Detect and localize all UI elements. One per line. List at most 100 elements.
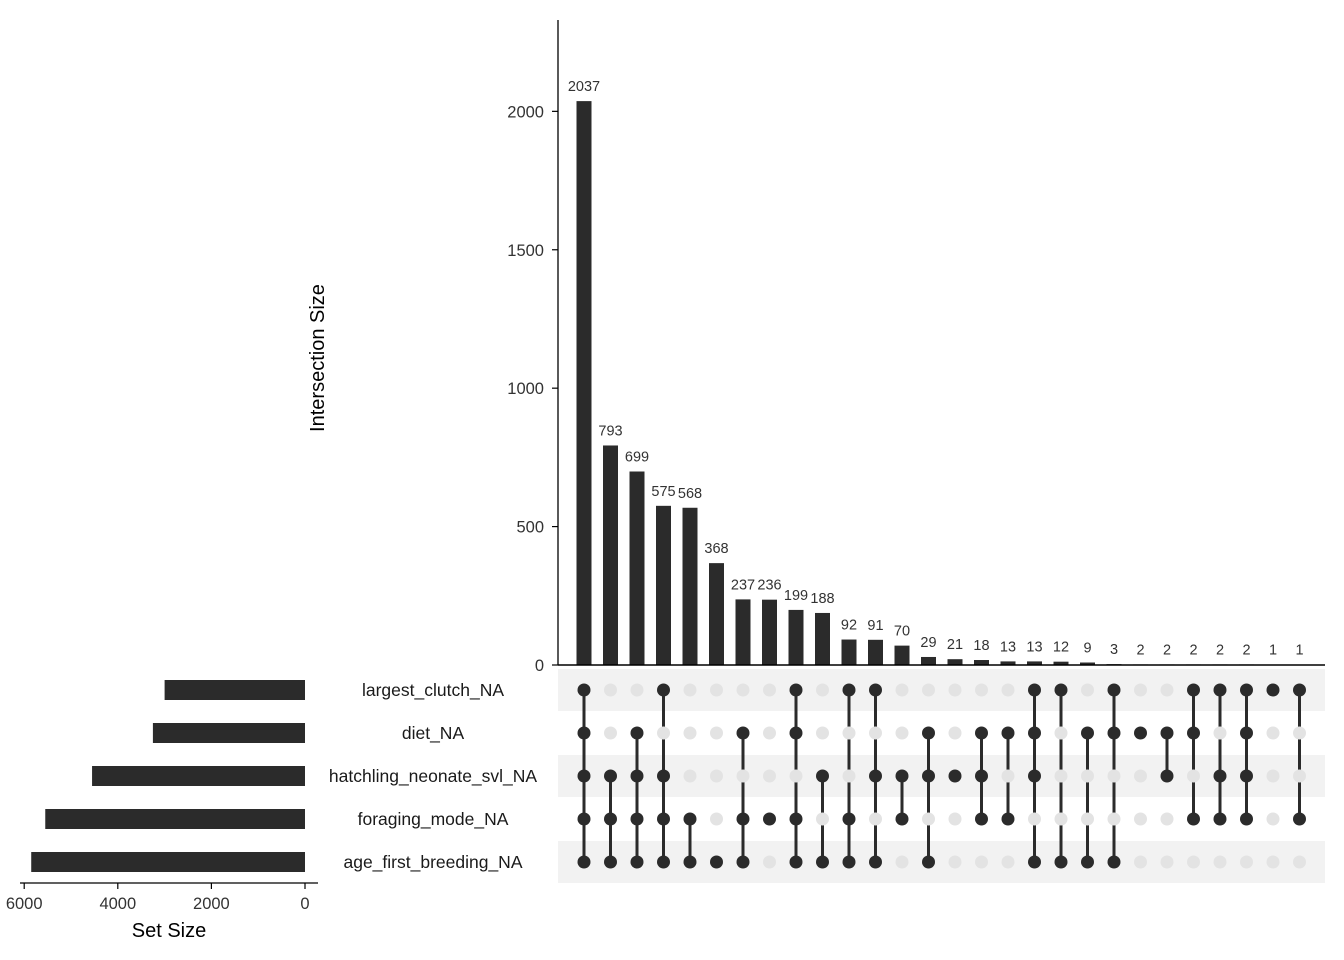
- matrix-dot-inactive: [1134, 855, 1147, 869]
- matrix-dot-inactive: [1160, 683, 1174, 697]
- matrix-dot-inactive: [1213, 855, 1227, 869]
- matrix-dot-active: [975, 769, 988, 783]
- matrix-dot-active: [1028, 855, 1041, 869]
- matrix-dot-active: [789, 683, 803, 697]
- matrix-dot-inactive: [1187, 769, 1200, 783]
- matrix-dot-inactive: [948, 812, 962, 826]
- matrix-dot-inactive: [1028, 812, 1041, 826]
- intersection-axis-tick-label: 0: [535, 657, 544, 675]
- intersection-bar: [629, 471, 645, 665]
- matrix-dot-active: [842, 683, 856, 697]
- matrix-dot-active: [577, 769, 591, 783]
- matrix-dot-inactive: [736, 769, 750, 783]
- matrix-dot-active: [657, 683, 670, 697]
- matrix-dot-inactive: [710, 769, 723, 783]
- matrix-dot-inactive: [975, 683, 988, 697]
- matrix-dot-inactive: [1160, 855, 1174, 869]
- matrix-dot-active: [975, 812, 988, 826]
- matrix-dot-active: [736, 726, 750, 740]
- matrix-dot-inactive: [1001, 683, 1015, 697]
- matrix-dot-active: [1213, 683, 1227, 697]
- matrix-dot-inactive: [948, 683, 962, 697]
- matrix-dot-inactive: [975, 855, 988, 869]
- intersection-bar-label: 793: [598, 423, 622, 439]
- set-size-bar: [152, 723, 305, 743]
- matrix-dot-active: [630, 769, 644, 783]
- intersection-bar: [1080, 662, 1095, 665]
- matrix-dot-inactive: [816, 812, 829, 826]
- matrix-dot-inactive: [1054, 726, 1068, 740]
- matrix-dot-active: [1240, 812, 1253, 826]
- intersection-bar-label: 2: [1189, 642, 1197, 658]
- matrix-dot-active: [1213, 812, 1227, 826]
- matrix-stripe: [558, 841, 1325, 883]
- matrix-dot-inactive: [1266, 769, 1280, 783]
- intersection-bar-label: 2: [1136, 642, 1144, 658]
- matrix-dot-inactive: [1187, 855, 1200, 869]
- intersection-bar: [656, 505, 671, 665]
- matrix-dot-inactive: [869, 812, 882, 826]
- set-name-label: hatchling_neonate_svl_NA: [329, 766, 538, 787]
- matrix-dot-inactive: [1266, 726, 1280, 740]
- matrix-dot-active: [1107, 683, 1121, 697]
- intersection-bar-label: 21: [947, 637, 963, 653]
- matrix-dot-active: [683, 812, 697, 826]
- intersection-bar: [788, 609, 804, 665]
- matrix-dot-inactive: [710, 812, 723, 826]
- matrix-dot-inactive: [1213, 726, 1227, 740]
- intersection-bar-label: 575: [651, 484, 675, 500]
- set-size-bar: [31, 852, 305, 872]
- matrix-dot-inactive: [736, 683, 750, 697]
- matrix-dot-active: [1134, 726, 1147, 740]
- matrix-dot-active: [922, 855, 935, 869]
- intersection-bar-label: 2: [1242, 642, 1250, 658]
- matrix-dot-active: [657, 855, 670, 869]
- intersection-bar: [1000, 661, 1016, 665]
- set-name-label: age_first_breeding_NA: [343, 852, 522, 873]
- matrix-dot-inactive: [1081, 683, 1094, 697]
- set-size-axis-tick-label: 4000: [99, 895, 136, 913]
- intersection-bar-label: 2037: [568, 79, 600, 95]
- matrix-dot-active: [1160, 726, 1174, 740]
- intersection-bar: [603, 445, 618, 665]
- matrix-dot-active: [1187, 683, 1200, 697]
- intersection-bar: [815, 612, 830, 665]
- matrix-dot-active: [736, 855, 750, 869]
- intersection-bar-label: 12: [1053, 640, 1069, 656]
- intersection-bars: [576, 101, 1307, 666]
- matrix-dot-active: [604, 769, 617, 783]
- matrix-dot-inactive: [1266, 855, 1280, 869]
- matrix-dot-active: [1001, 726, 1015, 740]
- set-size-axis: 6000 4000 2000 0: [6, 882, 318, 913]
- matrix-dot-inactive: [604, 726, 617, 740]
- matrix-dot-inactive: [922, 683, 935, 697]
- matrix-dot-inactive: [869, 726, 882, 740]
- matrix-dot-active: [657, 769, 670, 783]
- matrix-dot-inactive: [1054, 812, 1068, 826]
- intersection-bar: [894, 645, 910, 665]
- matrix-dot-active: [789, 726, 803, 740]
- matrix-dot-active: [1107, 726, 1121, 740]
- matrix-dot-inactive: [895, 855, 909, 869]
- matrix-dot-inactive: [895, 683, 909, 697]
- matrix-dot-active: [1266, 683, 1280, 697]
- matrix-dot-inactive: [710, 726, 723, 740]
- matrix-stripes: [558, 669, 1325, 883]
- matrix-dot-inactive: [842, 769, 856, 783]
- intersection-bar-label: 9: [1083, 641, 1091, 657]
- intersection-axis-tick-label: 1500: [507, 242, 544, 260]
- matrix-dot-inactive: [763, 769, 776, 783]
- intersection-axis-tick-label: 1000: [507, 380, 544, 398]
- matrix-dot-active: [736, 812, 750, 826]
- matrix-dot-inactive: [763, 855, 776, 869]
- matrix-dot-active: [948, 769, 962, 783]
- matrix-dot-inactive: [895, 726, 909, 740]
- matrix-dot-active: [1240, 769, 1253, 783]
- matrix-dot-active: [577, 726, 591, 740]
- matrix-dot-active: [1054, 855, 1068, 869]
- matrix-dot-inactive: [1160, 812, 1174, 826]
- intersection-bar: [1027, 661, 1042, 665]
- matrix-dot-active: [577, 683, 591, 697]
- intersection-bar-label: 188: [810, 591, 834, 607]
